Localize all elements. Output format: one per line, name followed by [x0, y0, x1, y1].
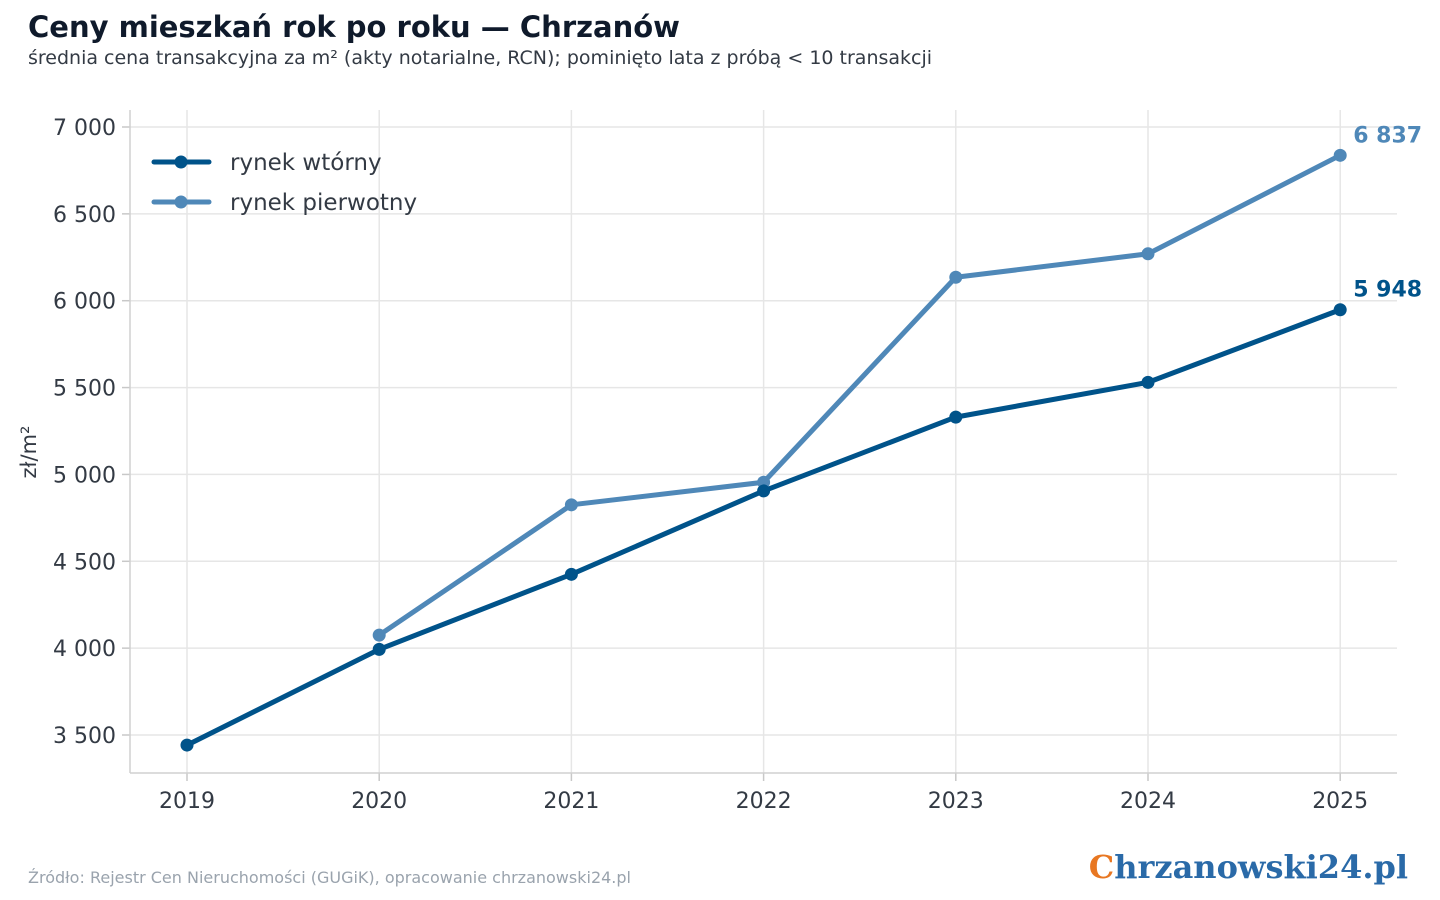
x-tick-label: 2022 — [736, 789, 792, 814]
end-label-layer: 6 837 5 948 — [1353, 123, 1422, 302]
legend-swatch-marker — [174, 195, 188, 209]
y-tick-label: 5 000 — [53, 463, 116, 488]
y-tick-label: 6 500 — [53, 203, 116, 228]
series-line-primary-market — [376, 152, 1343, 638]
data-point-primary-market — [1141, 247, 1155, 261]
data-point-secondary-market — [1141, 375, 1155, 389]
end-label-secondary-market: 5 948 — [1353, 278, 1422, 303]
y-tick-label: 5 500 — [53, 377, 116, 402]
data-point-secondary-market — [180, 738, 194, 752]
data-point-primary-market — [564, 498, 578, 512]
legend: rynek wtórny rynek pierwotny — [151, 150, 417, 216]
y-tick-label: 4 500 — [53, 550, 116, 575]
data-point-secondary-market — [949, 410, 963, 424]
legend-label: rynek pierwotny — [230, 190, 417, 216]
x-tick-label: 2021 — [543, 789, 599, 814]
axis-layer: 3 500 4 000 4 500 5 000 5 500 6 000 6 500 7 000… — [17, 110, 1397, 814]
y-tick-label: 4 000 — [53, 637, 116, 662]
source-footer: Źródło: Rejestr Cen Nieruchomości (GUGiK… — [28, 868, 631, 887]
y-tick-label: 6 000 — [53, 290, 116, 315]
data-point-secondary-market — [757, 484, 771, 498]
x-tick-label: 2023 — [928, 789, 984, 814]
chart-subtitle: średnia cena transakcyjna za m² (akty no… — [28, 47, 933, 69]
y-axis-label: zł/m² — [17, 426, 41, 479]
data-point-primary-market — [949, 270, 963, 284]
grid-layer — [130, 110, 1397, 773]
chart-title: Ceny mieszkań rok po roku — Chrzanów — [28, 10, 680, 44]
brand-logo-rest: hrzanowski24.pl — [1114, 848, 1408, 886]
series-layer — [180, 148, 1347, 752]
x-tick-label: 2019 — [159, 789, 215, 814]
y-tick-label: 7 000 — [53, 116, 116, 141]
x-tick-label: 2020 — [351, 789, 407, 814]
legend-swatch-marker — [174, 155, 188, 169]
x-tick-label: 2025 — [1312, 789, 1368, 814]
data-point-secondary-market — [372, 642, 386, 656]
end-label-primary-market: 6 837 — [1353, 123, 1422, 148]
data-point-primary-market — [372, 628, 386, 642]
x-tick-label: 2024 — [1120, 789, 1176, 814]
brand-logo[interactable]: Chrzanowski24.pl — [1089, 848, 1408, 886]
data-point-secondary-market — [564, 567, 578, 581]
data-point-secondary-market — [1333, 303, 1347, 317]
brand-logo-first-letter: C — [1088, 848, 1115, 886]
legend-label: rynek wtórny — [230, 150, 382, 176]
data-point-primary-market — [1333, 148, 1347, 162]
y-tick-label: 3 500 — [53, 724, 116, 749]
